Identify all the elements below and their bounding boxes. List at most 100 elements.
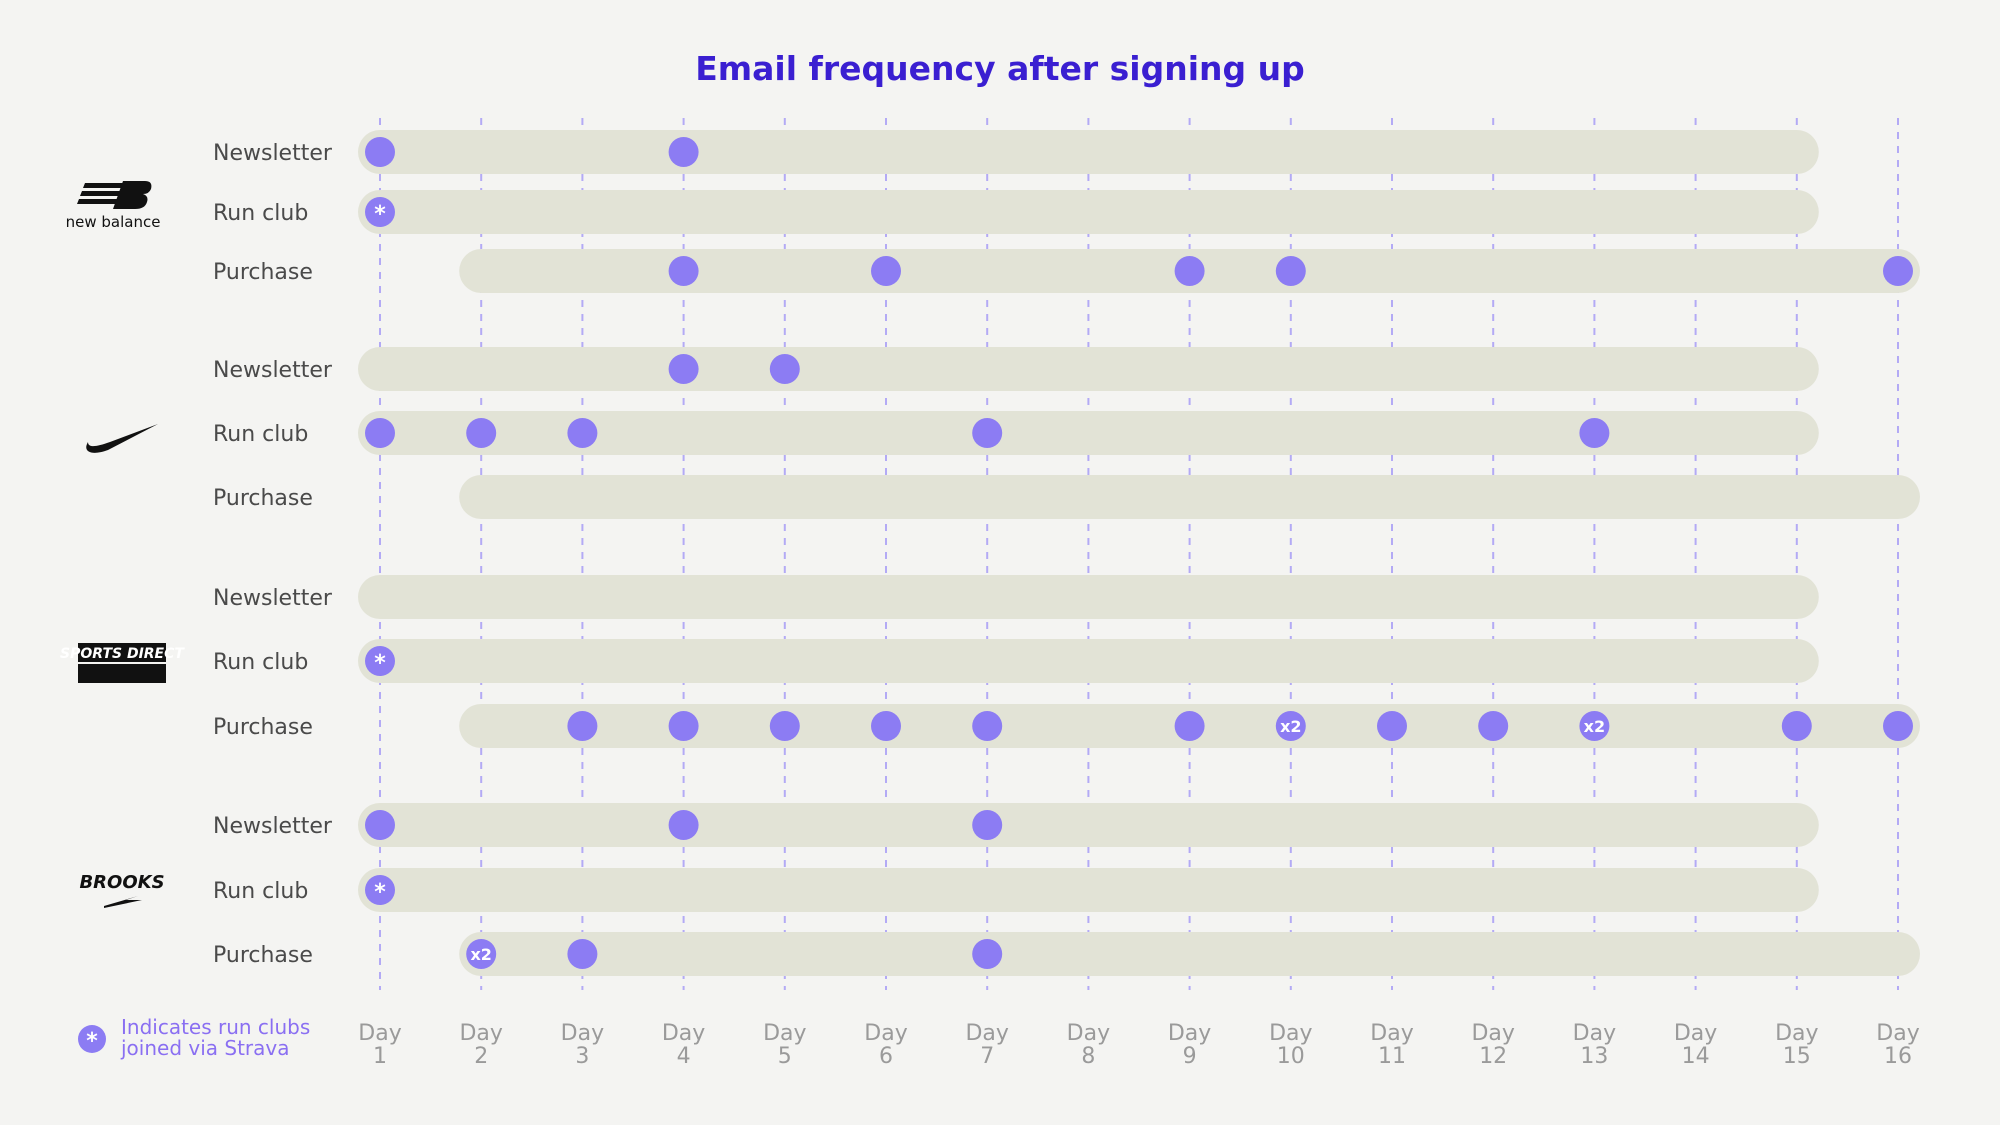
tick-label-day-5: Day <box>763 1021 806 1046</box>
email-dot-brooks-purchase-day-2 <box>466 939 497 969</box>
row-tracks <box>358 130 1921 976</box>
track-brooks-run-club <box>358 868 1819 912</box>
email-dot-brooks-newsletter-day-7 <box>972 810 1003 840</box>
tick-number-day-13: 13 <box>1580 1044 1608 1069</box>
email-dot-brooks-purchase-day-3 <box>567 939 598 969</box>
tick-label-day-7: Day <box>965 1021 1008 1046</box>
tick-number-day-6: 6 <box>879 1044 893 1069</box>
email-dot-nike-newsletter-day-4 <box>668 354 699 384</box>
legend-strava-dot <box>78 1025 106 1053</box>
email-dot-nike-run-club-day-1 <box>365 418 395 448</box>
tick-number-day-3: 3 <box>575 1044 589 1069</box>
tick-number-day-5: 5 <box>778 1044 792 1069</box>
row-label-nike-run-club: Run club <box>213 422 308 447</box>
new-balance-logo: new balance <box>66 181 161 231</box>
track-new-balance-run-club <box>358 190 1819 234</box>
tick-number-day-7: 7 <box>980 1044 994 1069</box>
email-dot-nike-run-club-day-13 <box>1579 418 1610 448</box>
tick-label-day-16: Day <box>1876 1021 1919 1046</box>
multiplier-label: x2 <box>1280 717 1301 736</box>
email-dot-nike-run-club-day-3 <box>567 418 598 448</box>
tick-label-day-13: Day <box>1573 1021 1616 1046</box>
email-dot-new-balance-purchase-day-6 <box>871 256 901 286</box>
email-dot-sports-direct-purchase-day-15 <box>1781 711 1812 741</box>
row-label-new-balance-run-club: Run club <box>213 201 308 226</box>
track-nike-newsletter <box>358 347 1819 391</box>
email-dot-new-balance-purchase-day-10 <box>1275 256 1306 286</box>
tick-label-day-15: Day <box>1775 1021 1818 1046</box>
track-sports-direct-run-club <box>358 639 1819 683</box>
row-label-sports-direct-newsletter: Newsletter <box>213 586 333 611</box>
tick-number-day-9: 9 <box>1183 1044 1197 1069</box>
email-dot-sports-direct-purchase-day-9 <box>1174 711 1205 741</box>
tick-number-day-14: 14 <box>1682 1044 1710 1069</box>
new-balance-logo-text: new balance <box>66 213 161 231</box>
tick-label-day-10: Day <box>1269 1021 1312 1046</box>
email-dot-sports-direct-purchase-day-5 <box>769 711 800 741</box>
chart-title: Email frequency after signing up <box>695 49 1305 88</box>
email-dot-sports-direct-purchase-day-7 <box>972 711 1003 741</box>
row-label-brooks-run-club: Run club <box>213 879 308 904</box>
x-axis-ticks: Day1Day2Day3Day4Day5Day6Day7Day8Day9Day1… <box>358 1021 1919 1069</box>
email-dot-new-balance-purchase-day-9 <box>1174 256 1205 286</box>
email-dot-nike-newsletter-day-5 <box>769 354 800 384</box>
row-label-sports-direct-purchase: Purchase <box>213 715 313 740</box>
tick-label-day-1: Day <box>358 1021 401 1046</box>
email-dot-sports-direct-purchase-day-16 <box>1883 711 1913 741</box>
email-dot-brooks-purchase-day-7 <box>972 939 1003 969</box>
legend-line-1: Indicates run clubs <box>121 1015 310 1039</box>
email-dot-sports-direct-purchase-day-6 <box>871 711 901 741</box>
email-dot-nike-run-club-day-7 <box>972 418 1003 448</box>
tick-label-day-6: Day <box>864 1021 907 1046</box>
strava-asterisk-icon: * <box>374 202 386 227</box>
legend-asterisk-icon: * <box>86 1029 98 1054</box>
tick-number-day-1: 1 <box>373 1044 387 1069</box>
nike-swoosh-logo <box>86 424 158 453</box>
email-dot-new-balance-newsletter-day-4 <box>668 137 699 167</box>
row-label-brooks-purchase: Purchase <box>213 943 313 968</box>
legend: * Indicates run clubs joined via Strava <box>78 1015 310 1060</box>
row-label-brooks-newsletter: Newsletter <box>213 814 333 839</box>
tick-number-day-10: 10 <box>1277 1044 1305 1069</box>
tick-number-day-8: 8 <box>1081 1044 1095 1069</box>
email-dot-sports-direct-purchase-day-13 <box>1579 711 1610 741</box>
track-brooks-purchase <box>459 932 1921 976</box>
track-nike-purchase <box>459 475 1921 519</box>
row-label-sports-direct-run-club: Run club <box>213 650 308 675</box>
tick-number-day-15: 15 <box>1783 1044 1811 1069</box>
tick-number-day-16: 16 <box>1884 1044 1912 1069</box>
tick-number-day-11: 11 <box>1378 1044 1406 1069</box>
email-dot-brooks-run-club-day-1 <box>365 875 395 905</box>
strava-asterisk-icon: * <box>374 651 386 676</box>
tick-label-day-14: Day <box>1674 1021 1717 1046</box>
tick-label-day-2: Day <box>459 1021 502 1046</box>
row-label-new-balance-newsletter: Newsletter <box>213 141 333 166</box>
tick-label-day-8: Day <box>1067 1021 1110 1046</box>
email-dot-new-balance-purchase-day-16 <box>1883 256 1913 286</box>
row-label-new-balance-purchase: Purchase <box>213 260 313 285</box>
email-dot-nike-run-club-day-2 <box>466 418 497 448</box>
email-dot-new-balance-run-club-day-1 <box>365 197 395 227</box>
strava-asterisk-icon: * <box>374 880 386 905</box>
email-dot-sports-direct-purchase-day-4 <box>668 711 699 741</box>
email-dot-sports-direct-purchase-day-11 <box>1377 711 1407 741</box>
sports-direct-logo-text: SPORTS DIRECT <box>60 646 185 662</box>
email-dot-sports-direct-purchase-day-12 <box>1478 711 1509 741</box>
sports-direct-logo: SPORTS DIRECT <box>60 643 185 683</box>
multiplier-label: x2 <box>1584 717 1605 736</box>
row-labels: Newsletter Run club Purchase Newsletter Run … <box>213 141 333 968</box>
track-sports-direct-newsletter <box>358 575 1819 619</box>
tick-number-day-4: 4 <box>677 1044 691 1069</box>
tick-label-day-9: Day <box>1168 1021 1211 1046</box>
email-dot-sports-direct-purchase-day-10 <box>1275 711 1306 741</box>
track-new-balance-newsletter <box>358 130 1819 174</box>
row-label-nike-purchase: Purchase <box>213 486 313 511</box>
tick-number-day-12: 12 <box>1479 1044 1507 1069</box>
email-dot-new-balance-purchase-day-4 <box>668 256 699 286</box>
email-dot-new-balance-newsletter-day-1 <box>365 137 395 167</box>
tick-label-day-12: Day <box>1471 1021 1514 1046</box>
tick-label-day-3: Day <box>561 1021 604 1046</box>
track-brooks-newsletter <box>358 803 1819 847</box>
row-label-nike-newsletter: Newsletter <box>213 358 333 383</box>
